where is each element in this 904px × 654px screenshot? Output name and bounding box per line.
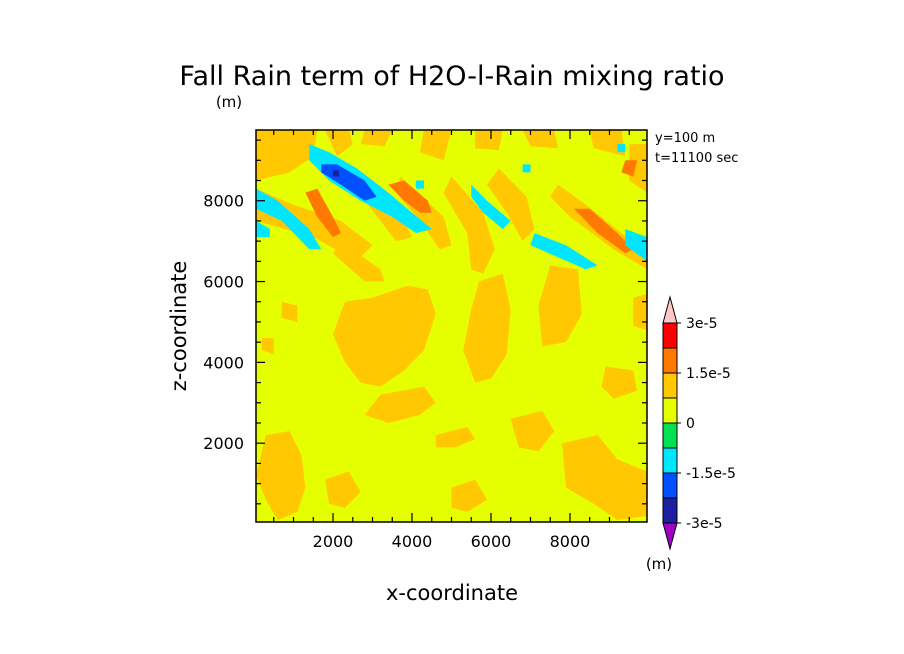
colorbar-box [662,322,678,349]
colorbar-tick-label: 3e-5 [686,316,717,332]
contour-region [360,130,393,147]
colorbar-box [662,347,678,374]
colorbar-tick-label: 0 [686,416,695,432]
colorbar: 3e-5 1.5e-5 0 -1.5e-5 -3e-5 [662,295,736,551]
y-tick-label: 4000 [203,353,244,372]
contour-region [305,188,341,238]
contour-regions [256,130,647,520]
contour-region [388,180,432,213]
chart-title: Fall Rain term of H2O-l-Rain mixing rati… [179,61,724,92]
title-unit: (m) [216,93,242,111]
contour-region [530,233,598,270]
contour-region [256,431,306,520]
contour-region [333,241,385,282]
contour-region [281,301,298,322]
contour-region [510,410,555,452]
contour-region [435,427,476,448]
contour-region [621,160,638,177]
contour-region [256,220,270,238]
contour-region [416,180,424,189]
contour-region [601,366,638,399]
colorbar-box [662,397,678,424]
x-tick-label: 2000 [313,532,354,551]
colorbar-tick-label: -3e-5 [686,516,723,532]
y-tick-label: 2000 [203,434,244,453]
contour-region [471,184,511,229]
contour-region [522,164,531,173]
colorbar-box [662,497,678,524]
contour-region [573,208,634,254]
contour-region [617,144,626,153]
colorbar-box [662,472,678,499]
x-tick-label: 8000 [550,532,591,551]
plot-area [256,130,647,522]
colorbar-unit: (m) [646,555,672,573]
colorbar-box [662,447,678,474]
contour-region [625,229,647,262]
contour-region [325,471,361,508]
colorbar-arrow-bottom [662,522,678,551]
contour-region [333,170,339,177]
x-tick-label: 4000 [392,532,433,551]
contour-region [633,293,647,330]
colorbar-box [662,372,678,399]
contour-region [333,285,436,387]
y-tick-label: 6000 [203,273,244,292]
colorbar-tick-label: 1.5e-5 [686,366,731,382]
contour-region [522,130,559,149]
contour-region [589,130,626,157]
contour-region [475,130,503,151]
axes: 2000 4000 6000 8000 2000 4000 6000 8000 [203,130,647,551]
contour-region [562,435,647,520]
colorbar-arrow-top [662,295,678,324]
contour-region [256,188,322,250]
info-line-t: t=11100 sec [655,151,738,166]
x-tick-label: 6000 [471,532,512,551]
info-line-y: y=100 m [655,131,715,146]
contour-region [325,130,353,157]
contour-region [261,338,274,355]
colorbar-box [662,422,678,449]
colorbar-tick-label: -1.5e-5 [686,466,736,482]
contour-region [451,479,487,512]
y-tick-label: 8000 [203,192,244,211]
contour-region [364,386,436,423]
contour-region [256,130,318,181]
x-axis-label: x-coordinate [386,581,518,605]
contour-region [487,168,535,242]
y-axis-label: z-coordinate [167,261,191,392]
contour-region [463,273,511,383]
contour-region [419,130,452,161]
contour-region [538,265,582,347]
contour-region [443,176,495,274]
